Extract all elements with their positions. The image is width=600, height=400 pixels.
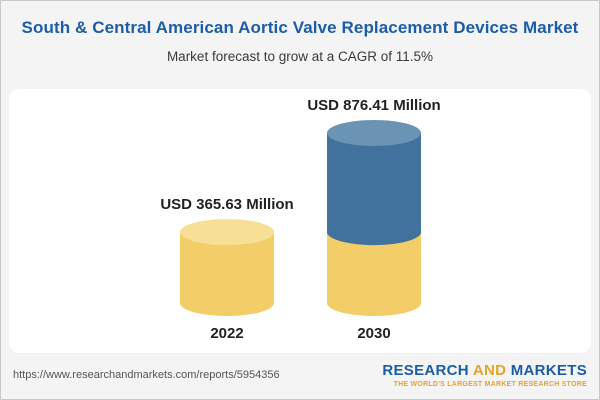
chart-subtitle: Market forecast to grow at a CAGR of 11.…	[166, 49, 434, 64]
chart-panel: USD 365.63 Million 2022 USD 876.41 Million…	[9, 89, 591, 353]
bar-2030-segment-1-body	[327, 133, 421, 233]
bar-2030-cap	[327, 120, 421, 146]
cylinder-bar-chart: USD 365.63 Million 2022 USD 876.41 Million…	[160, 97, 440, 342]
category-label-2022: 2022	[210, 325, 243, 342]
logo-tagline: THE WORLD'S LARGEST MARKET RESEARCH STOR…	[393, 380, 587, 388]
chart-header: South & Central American Aortic Valve Re…	[1, 1, 599, 64]
chart-title: South & Central American Aortic Valve Re…	[21, 18, 579, 37]
bar-2022-cap	[180, 219, 274, 246]
logo-wordmark: RESEARCH AND MARKETS	[382, 363, 587, 378]
logo-word-markets: MARKETS	[510, 361, 587, 379]
logo-word-and: AND	[472, 361, 507, 379]
footer: https://www.researchandmarkets.com/repor…	[1, 351, 599, 399]
value-label-2022: USD 365.63 Million	[160, 196, 293, 213]
logo-word-research: RESEARCH	[382, 361, 469, 379]
value-label-2030: USD 876.41 Million	[307, 97, 440, 114]
category-label-2030: 2030	[357, 325, 390, 342]
report-url: https://www.researchandmarkets.com/repor…	[13, 369, 280, 381]
researchandmarkets-logo: RESEARCH AND MARKETS THE WORLD'S LARGEST…	[382, 363, 587, 388]
